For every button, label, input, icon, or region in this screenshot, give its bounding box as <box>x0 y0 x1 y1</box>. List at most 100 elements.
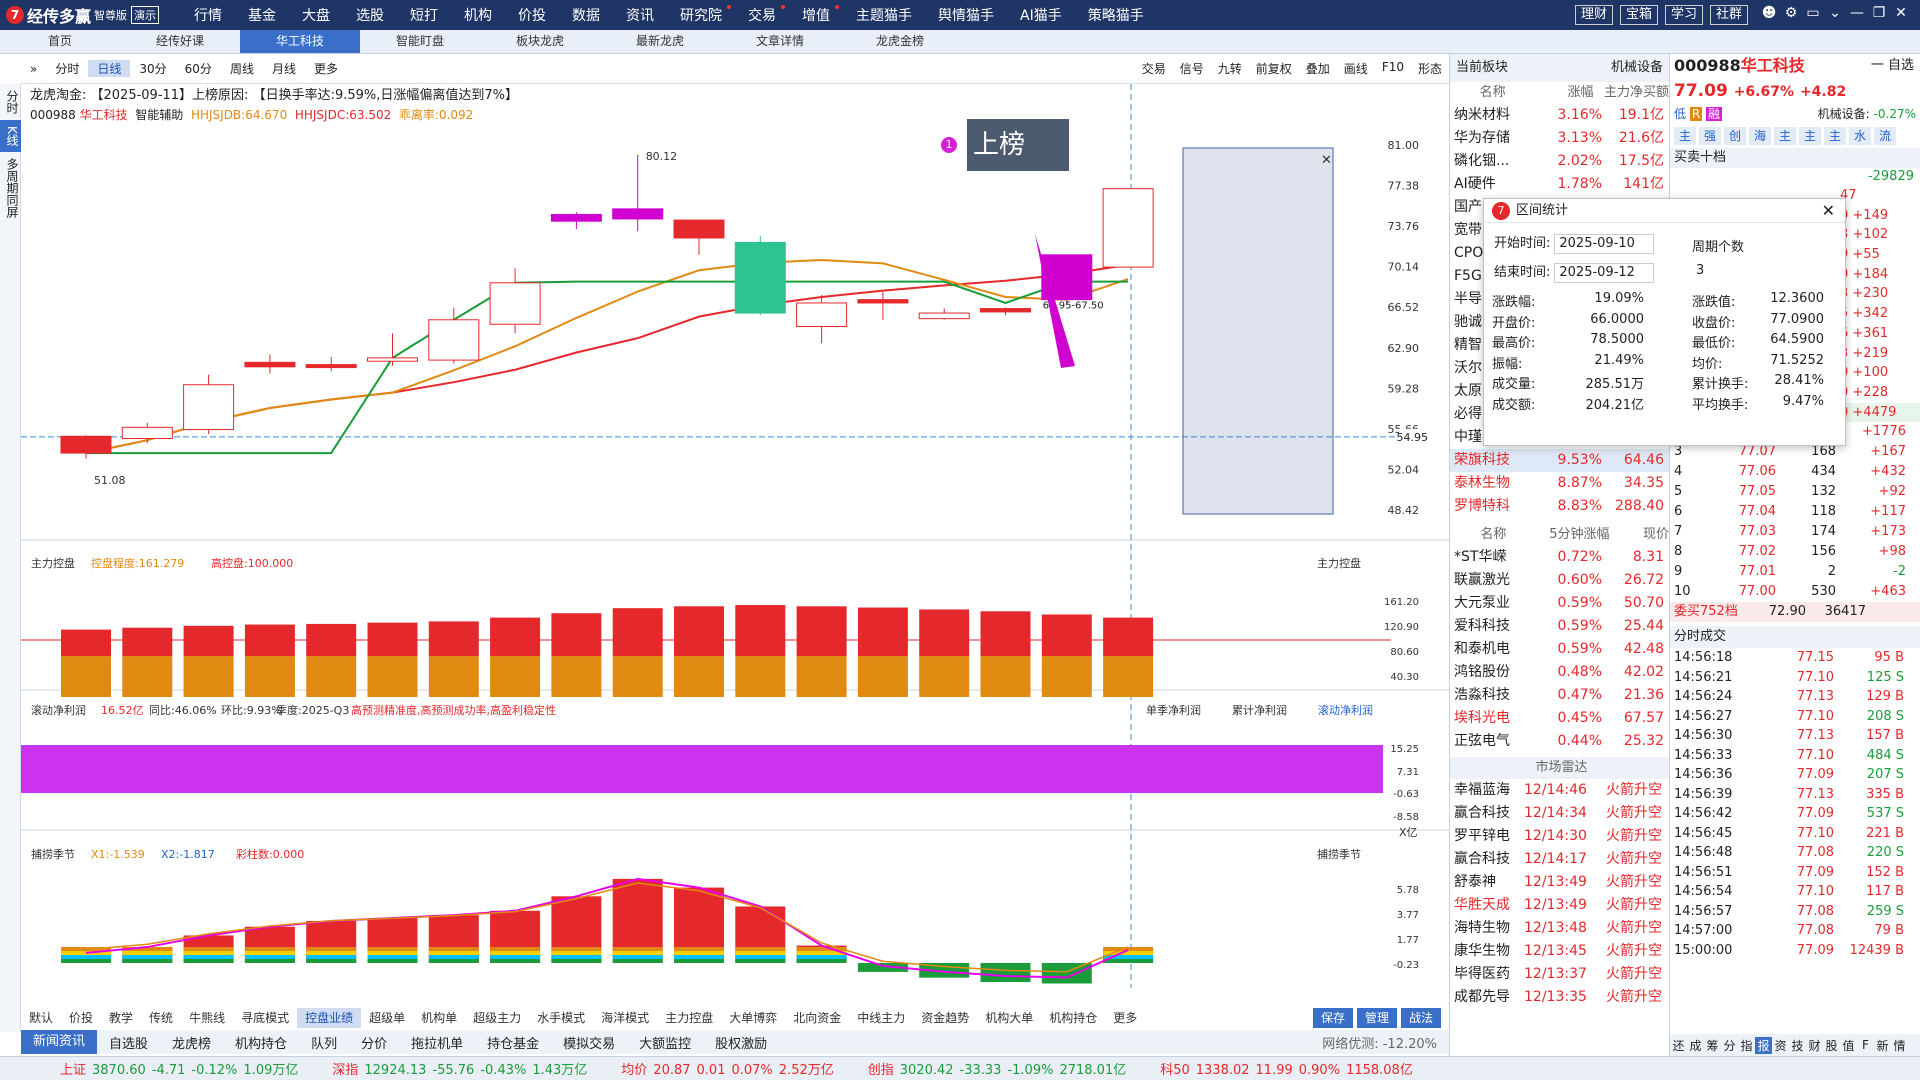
news-tab-9[interactable]: 大额监控 <box>639 1036 692 1052</box>
menu-item-2[interactable]: 大盘 <box>302 8 331 24</box>
period-1[interactable]: 日线 <box>88 60 131 77</box>
news-tab-1[interactable]: 自选股 <box>109 1036 149 1052</box>
kline-chart[interactable]: 81.0077.3873.7670.1466.5262.9059.2855.66… <box>21 84 1449 988</box>
candle-body[interactable] <box>121 426 173 440</box>
chevron-down-icon[interactable]: ⌄ <box>1829 5 1841 21</box>
bid-row[interactable]: 3 77.07 168 +167 <box>1670 442 1920 462</box>
menu-item-13[interactable]: 舆情猫手 <box>938 8 995 24</box>
tool-0[interactable]: 交易 <box>1141 62 1166 76</box>
rows-row[interactable]: 华为存储 3.13% 21.6亿 <box>1450 127 1669 150</box>
period-3[interactable]: 60分 <box>184 62 212 76</box>
rows-row[interactable]: 纳米材料 3.16% 19.1亿 <box>1450 104 1669 127</box>
tool-3[interactable]: 前复权 <box>1255 62 1292 76</box>
end-date-input[interactable]: 2025-09-12 <box>1554 263 1655 283</box>
tool-7[interactable]: 形态 <box>1417 62 1442 76</box>
bid-row[interactable]: 6 77.04 118 +117 <box>1670 502 1920 522</box>
bid-row[interactable]: 10 77.00 530 +463 <box>1670 582 1920 602</box>
gear-icon[interactable]: ⚙ <box>1784 5 1798 21</box>
add-watch-button[interactable]: 一 自选 <box>1870 58 1914 73</box>
rows3-row[interactable]: 正弦电气 0.44% 25.32 <box>1450 730 1669 753</box>
radar-row[interactable]: 成都先导 12/13:35 火箭升空 <box>1450 986 1669 1009</box>
candle-body[interactable] <box>428 319 480 361</box>
menu-item-3[interactable]: 选股 <box>356 8 385 24</box>
radar-row[interactable]: 康华生物 12/13:45 火箭升空 <box>1450 940 1669 963</box>
rows2-row[interactable]: 中瑾 <box>1450 426 1669 449</box>
candle-body[interactable] <box>550 213 602 222</box>
range-selection[interactable] <box>1182 147 1334 515</box>
stock-btn-8[interactable]: 流 <box>1874 127 1896 145</box>
indicator-tab-19[interactable]: 更多 <box>1113 1011 1138 1025</box>
radar-row[interactable]: 华胜天成 12/13:49 火箭升空 <box>1450 894 1669 917</box>
bid-row[interactable]: 8 77.02 156 +98 <box>1670 542 1920 562</box>
left-nav-0[interactable]: 分时 <box>5 90 19 114</box>
rows3-row[interactable]: 爱科科技 0.59% 25.44 <box>1450 615 1669 638</box>
rows2-row[interactable]: 精智 <box>1450 334 1669 357</box>
menu-item-6[interactable]: 价投 <box>518 8 547 24</box>
stock-btn-1[interactable]: 强 <box>1699 127 1721 145</box>
stock-btn-2[interactable]: 创 <box>1724 127 1746 145</box>
news-tab-7[interactable]: 持仓基金 <box>487 1036 540 1052</box>
stock-tab-9[interactable]: 股 <box>1825 1038 1838 1053</box>
candle-body[interactable] <box>980 308 1031 313</box>
rows3-row[interactable]: 大元泵业 0.59% 50.70 <box>1450 592 1669 615</box>
rows3-row[interactable]: 浩淼科技 0.47% 21.36 <box>1450 684 1669 707</box>
restore-icon[interactable]: ❐ <box>1872 5 1886 21</box>
top-button-2[interactable]: 学习 <box>1664 5 1703 25</box>
period-4[interactable]: 周线 <box>229 62 254 76</box>
smart-assist[interactable]: 智能辅助 <box>135 108 184 122</box>
period-6[interactable]: 更多 <box>313 62 338 76</box>
tool-6[interactable]: F10 <box>1381 60 1404 74</box>
range-close-icon[interactable]: ✕ <box>1321 153 1332 168</box>
tool-4[interactable]: 叠加 <box>1305 62 1330 76</box>
stock-tab-7[interactable]: 技 <box>1791 1038 1804 1053</box>
profit-tab-0[interactable]: 单季净利润 <box>1146 703 1201 717</box>
profit-tab-1[interactable]: 累计净利润 <box>1232 703 1287 717</box>
indicator-tab-15[interactable]: 中线主力 <box>857 1011 906 1025</box>
news-tab-3[interactable]: 机构持仓 <box>235 1036 288 1052</box>
news-tab-2[interactable]: 龙虎榜 <box>172 1036 212 1052</box>
radar-row[interactable]: 海特生物 12/13:48 火箭升空 <box>1450 917 1669 940</box>
stock-tab-6[interactable]: 资 <box>1774 1038 1787 1053</box>
rows-row[interactable]: CPO <box>1450 242 1669 265</box>
close-icon[interactable]: ✕ <box>1895 5 1907 21</box>
indicator-tab-5[interactable]: 寻底模式 <box>241 1011 290 1025</box>
stock-tab-12[interactable]: 新 <box>1876 1038 1889 1053</box>
candle-body[interactable] <box>1102 188 1154 268</box>
news-tab-10[interactable]: 股权激励 <box>715 1036 768 1052</box>
bid-row[interactable]: 5 77.05 132 +92 <box>1670 482 1920 502</box>
bid-row[interactable]: 7 77.03 174 +173 <box>1670 522 1920 542</box>
menu-item-9[interactable]: 研究院 <box>667 5 735 25</box>
indicator-tab-18[interactable]: 机构持仓 <box>1049 1011 1098 1025</box>
candle-body[interactable] <box>244 361 296 368</box>
stock-btn-3[interactable]: 海 <box>1749 127 1771 145</box>
period-5[interactable]: 月线 <box>271 62 296 76</box>
news-tab-4[interactable]: 队列 <box>311 1036 338 1052</box>
indicator-tab-1[interactable]: 价投 <box>69 1011 94 1025</box>
stock-btn-4[interactable]: 主 <box>1774 127 1796 145</box>
radar-row[interactable]: 幸福蓝海 12/14:46 火箭升空 <box>1450 779 1669 802</box>
rows-row[interactable]: 国产 <box>1450 196 1669 219</box>
candle-body[interactable] <box>796 302 848 327</box>
rows2-row[interactable]: 沃尔 <box>1450 357 1669 380</box>
indicator-tab-3[interactable]: 传统 <box>149 1011 174 1025</box>
radar-row[interactable]: 舒泰神 12/13:49 火箭升空 <box>1450 871 1669 894</box>
indicator-tab-0[interactable]: 默认 <box>29 1011 54 1025</box>
rows-row[interactable]: 宽带 <box>1450 219 1669 242</box>
stock-tab-10[interactable]: 值 <box>1842 1038 1855 1053</box>
rows2-row[interactable]: 泰林生物 8.87% 34.35 <box>1450 472 1669 495</box>
bottom-right-0[interactable]: 保存 <box>1312 1008 1353 1028</box>
tab-2[interactable]: 华工科技 <box>240 30 360 53</box>
indicator-tab-17[interactable]: 机构大单 <box>985 1011 1034 1025</box>
period-2[interactable]: 30分 <box>139 62 167 76</box>
bid-row[interactable]: 4 77.06 434 +432 <box>1670 462 1920 482</box>
tool-1[interactable]: 信号 <box>1179 62 1204 76</box>
tool-2[interactable]: 九转 <box>1217 62 1242 76</box>
candle-body[interactable] <box>612 208 664 220</box>
stock-btn-0[interactable]: 主 <box>1674 127 1696 145</box>
indicator-tab-10[interactable]: 水手模式 <box>537 1011 586 1025</box>
tab-6[interactable]: 文章详情 <box>755 34 804 48</box>
menu-item-12[interactable]: 主题猫手 <box>856 8 913 24</box>
tab-4[interactable]: 板块龙虎 <box>515 34 564 48</box>
start-date-input[interactable]: 2025-09-10 <box>1554 234 1655 254</box>
menu-item-0[interactable]: 行情 <box>194 8 223 24</box>
